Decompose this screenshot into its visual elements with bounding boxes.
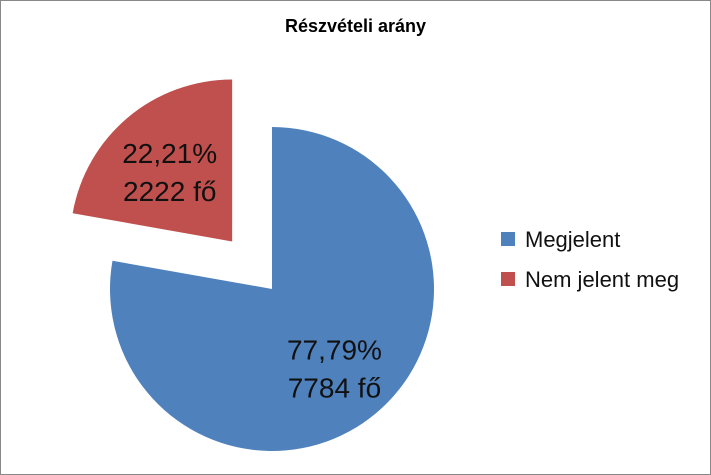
pie-slice-nem-jelent-meg bbox=[72, 79, 233, 242]
chart-title: Részvételi arány bbox=[284, 16, 427, 36]
legend-label: Megjelent bbox=[525, 227, 620, 252]
slice-count-label: 2222 fő bbox=[123, 176, 216, 207]
legend-swatch bbox=[501, 272, 515, 286]
legend-label: Nem jelent meg bbox=[525, 267, 679, 292]
slice-count-label: 7784 fő bbox=[288, 372, 381, 403]
legend-swatch bbox=[501, 232, 515, 246]
slice-percent-label: 77,79% bbox=[287, 334, 382, 365]
pie-slice-megjelent bbox=[110, 127, 435, 451]
slice-percent-label: 22,21% bbox=[122, 138, 217, 169]
